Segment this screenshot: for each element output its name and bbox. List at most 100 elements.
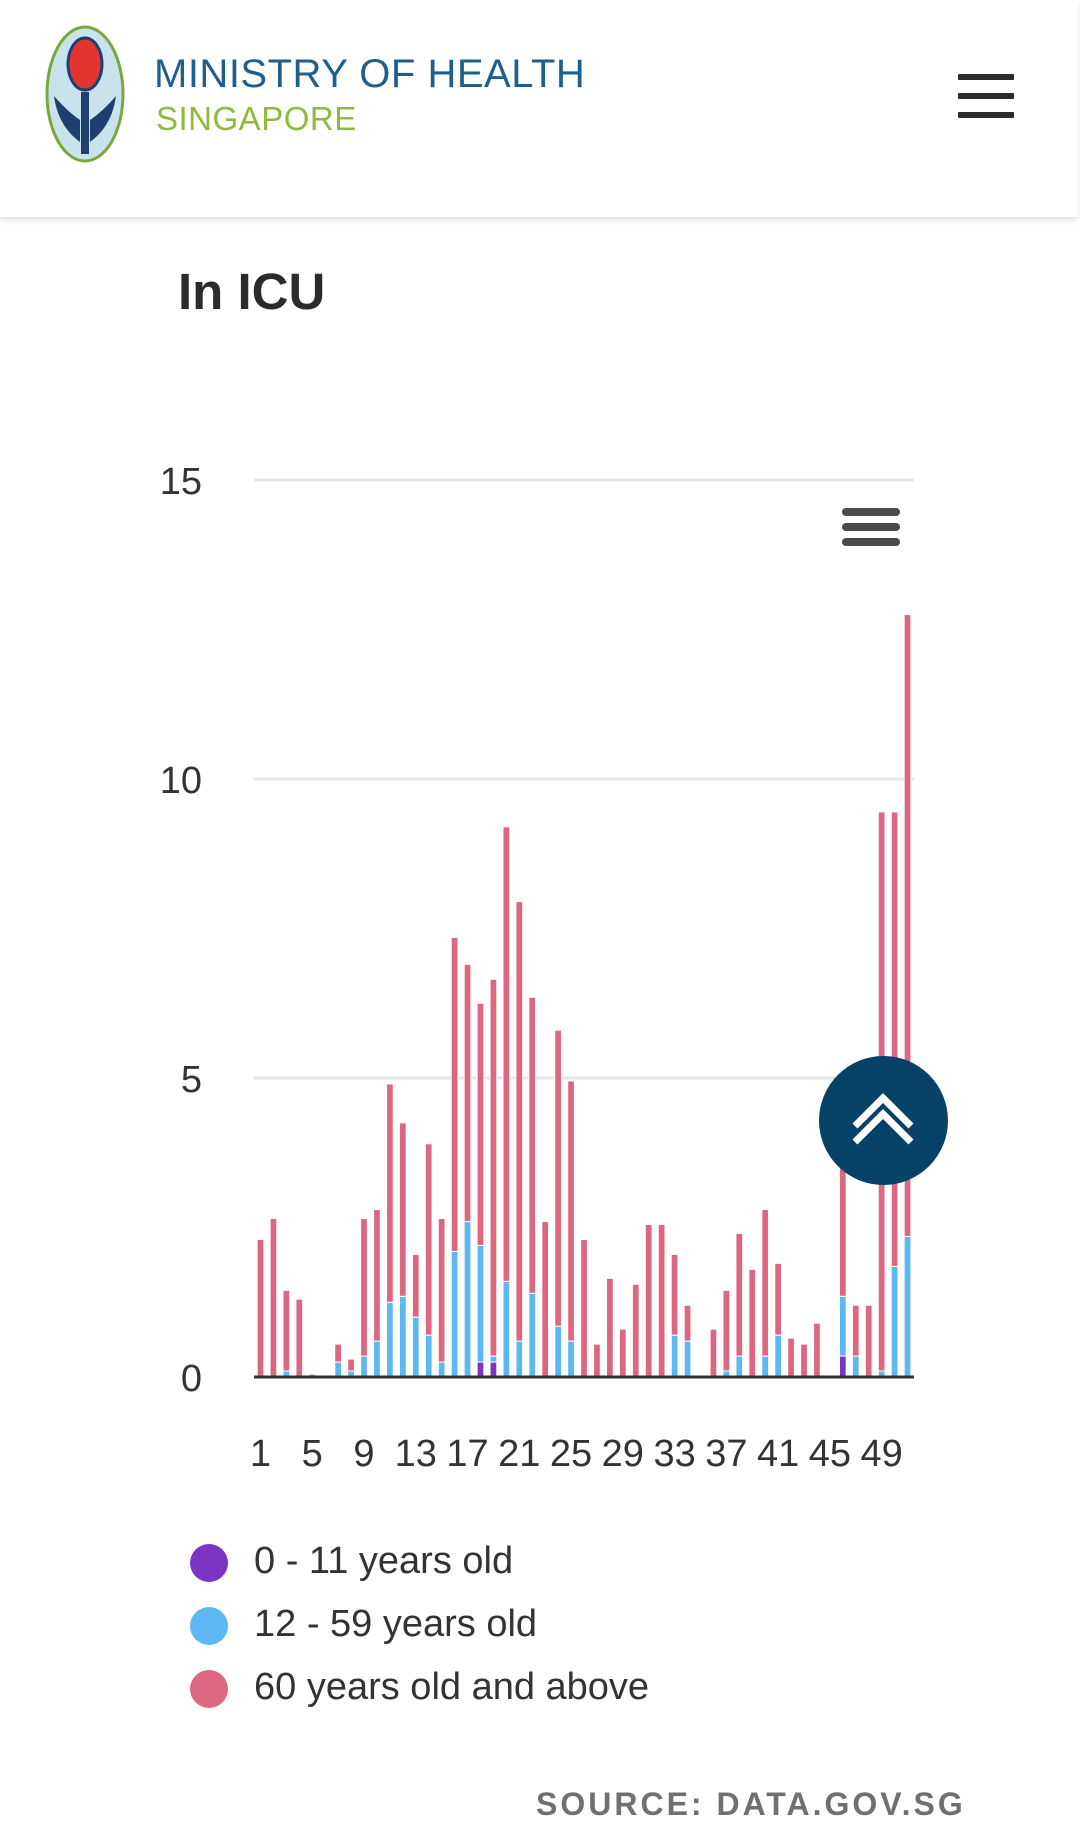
bar-segment: [489, 978, 498, 1357]
legend-swatch: [190, 1607, 228, 1645]
bar-segment: [890, 811, 899, 1267]
bar-segment: [269, 1218, 278, 1378]
bar-segment: [373, 1340, 381, 1378]
bar-segment: [670, 1334, 679, 1378]
x-tick-label: 17: [446, 1433, 488, 1475]
y-tick-label: 10: [160, 760, 202, 802]
moh-logo-icon[interactable]: [44, 24, 126, 164]
bar-segment: [606, 1277, 614, 1378]
bar-segment: [851, 1304, 860, 1357]
bar-segment: [813, 1322, 821, 1378]
x-tick-label: 49: [861, 1433, 903, 1475]
scroll-to-top-button[interactable]: [819, 1056, 948, 1185]
bar-segment: [476, 1244, 485, 1363]
x-tick-label: 45: [809, 1433, 851, 1475]
bar-segment: [386, 1301, 394, 1378]
hamburger-icon[interactable]: [958, 74, 1014, 118]
chart-context-menu-icon[interactable]: [842, 508, 900, 552]
x-tick-label: 21: [498, 1433, 540, 1475]
bar-segment: [360, 1218, 368, 1357]
bar-segment: [398, 1122, 407, 1297]
y-tick-label: 0: [181, 1358, 202, 1400]
legend-label: 12 - 59 years old: [254, 1603, 538, 1645]
bar-segment: [864, 1304, 873, 1378]
bar-segment: [256, 1238, 265, 1378]
bar-segment: [735, 1355, 744, 1378]
bar-segment: [373, 1209, 381, 1342]
bar-segment: [411, 1316, 420, 1378]
bar-segment: [683, 1304, 692, 1342]
bar-segment: [463, 963, 472, 1223]
bar-segment: [683, 1340, 692, 1378]
x-tick-label: 1: [250, 1433, 271, 1475]
bar-segment: [450, 936, 459, 1252]
logo-subtitle: SINGAPORE: [156, 100, 357, 137]
page-title: In ICU: [178, 263, 326, 320]
bar-segment: [528, 1292, 537, 1378]
bar-segment: [657, 1224, 666, 1378]
legend-label: 0 - 11 years old: [254, 1540, 514, 1582]
bar-segment: [398, 1295, 407, 1378]
bar-segment: [903, 1235, 912, 1378]
site-header: MINISTRY OF HEALTH SINGAPORE: [0, 0, 1078, 218]
bar-segment: [489, 1355, 498, 1363]
bar-segment: [787, 1337, 795, 1378]
bar-segment: [424, 1334, 433, 1378]
legend-swatch: [190, 1544, 228, 1582]
bar-segment: [761, 1355, 770, 1378]
data-source: SOURCE: DATA.GOV.SG: [536, 1786, 966, 1822]
bar-segment: [774, 1334, 782, 1378]
bar-segment: [411, 1253, 420, 1318]
bar-segment: [295, 1298, 304, 1378]
bar-segment: [761, 1209, 770, 1357]
legend-label: 60 years old and above: [254, 1666, 650, 1708]
bar-segment: [334, 1361, 342, 1378]
bar-segment: [515, 1340, 524, 1378]
bar-segment: [631, 1283, 640, 1378]
bar-segment: [334, 1343, 342, 1363]
bar-segment: [618, 1328, 627, 1378]
bar-segment: [838, 1295, 847, 1357]
bar-segment: [476, 1361, 485, 1378]
bar-segment: [748, 1268, 757, 1378]
bar-segment: [567, 1340, 575, 1378]
bar-segment: [502, 826, 511, 1282]
bar-segment: [424, 1143, 433, 1336]
bar-segment: [567, 1080, 575, 1342]
bar-segment: [450, 1250, 459, 1378]
bar-segment: [670, 1253, 679, 1336]
bar-segment: [554, 1029, 562, 1327]
bar-segment: [903, 614, 912, 1237]
bar-segment: [347, 1358, 355, 1372]
bar-segment: [554, 1325, 562, 1378]
bar-segment: [437, 1361, 446, 1378]
bar-segment: [735, 1232, 744, 1357]
x-tick-label: 25: [550, 1433, 592, 1475]
bar-segment: [644, 1224, 653, 1378]
bar-segment: [593, 1343, 601, 1378]
x-tick-label: 9: [353, 1433, 374, 1475]
bar-segment: [282, 1289, 291, 1372]
bar-segment: [800, 1343, 808, 1378]
x-tick-label: 37: [705, 1433, 747, 1475]
bar-segment: [722, 1289, 731, 1372]
bar-segment: [851, 1355, 860, 1378]
bar-segment: [709, 1328, 718, 1378]
y-tick-label: 15: [160, 461, 202, 503]
bar-segment: [528, 996, 537, 1294]
double-chevron-up-icon: [852, 1093, 914, 1145]
x-tick-label: 5: [302, 1433, 323, 1475]
x-tick-label: 29: [602, 1433, 644, 1475]
x-tick-label: 33: [653, 1433, 695, 1475]
bar-segment: [463, 1221, 472, 1378]
bar-segment: [890, 1265, 899, 1378]
bar-segment: [502, 1280, 511, 1378]
y-tick-label: 5: [181, 1059, 202, 1101]
bar-segment: [515, 901, 524, 1342]
bar-segment: [476, 1002, 485, 1246]
bar-segment: [489, 1361, 498, 1378]
bar-segment: [541, 1221, 550, 1378]
x-tick-label: 41: [757, 1433, 799, 1475]
legend-swatch: [190, 1670, 228, 1708]
